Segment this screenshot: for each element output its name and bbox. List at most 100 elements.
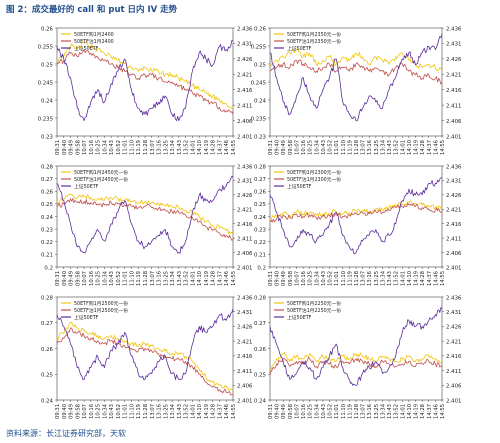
- x-tick-label: 11:28: [143, 404, 149, 419]
- x-tick-label: 10:25: [308, 271, 314, 286]
- y-left-tick-label: 0.25: [41, 202, 53, 208]
- y-left-tick-label: 0.26: [41, 347, 54, 353]
- x-tick-label: 09:49: [281, 140, 287, 155]
- x-tick-label: 10:34: [102, 139, 108, 155]
- x-tick-label: 09:31: [268, 404, 274, 419]
- y-right-tick-label: 2.436: [237, 164, 253, 170]
- x-tick-label: 14:28: [211, 404, 217, 419]
- x-tick-label: 14:01: [190, 271, 196, 286]
- x-tick-label: 14:19: [414, 404, 420, 419]
- x-tick-label: 11:28: [354, 404, 360, 419]
- chart-panel: 0.24 0.25 0.26 0.27 0.28 2.401 2.406 2.411 2.416…: [41, 295, 253, 419]
- x-tick-label: 13:07: [361, 140, 367, 155]
- x-tick-label: 14:19: [414, 271, 420, 286]
- x-tick-label: 10:25: [96, 404, 102, 419]
- x-tick-label: 09:31: [55, 140, 61, 155]
- y-left-tick-label: 0.24: [254, 398, 267, 404]
- x-tick-label: 13:34: [380, 270, 386, 286]
- y-right-tick-label: 2.421: [237, 208, 252, 214]
- y-right-tick-label: 2.401: [446, 398, 461, 404]
- x-tick-label: 09:49: [69, 271, 75, 286]
- legend-label: 50ETF沽1月2450元一份: [74, 176, 128, 183]
- y-right-tick-label: 2.401: [237, 398, 252, 404]
- y-left-tick-label: 0.28: [254, 295, 267, 301]
- chart-panel: 0.2 0.21 0.22 0.23 0.24 0.25 0.26 0.27 0.28 2.401…: [41, 164, 253, 286]
- y-right-tick-label: 2.421: [237, 339, 252, 345]
- x-tick-label: 11:10: [341, 271, 347, 286]
- x-tick-label: 09:49: [69, 140, 75, 155]
- y-right-tick-label: 2.406: [237, 251, 253, 257]
- x-tick-label: 14:55: [231, 140, 237, 155]
- x-tick-label: 11:19: [136, 404, 142, 419]
- y-left-tick-label: 0.25: [41, 62, 53, 68]
- x-tick-label: 13:52: [394, 271, 400, 286]
- series-line: [56, 49, 234, 115]
- legend-label: 上证50ETF: [287, 45, 312, 52]
- x-tick-label: 09:31: [268, 140, 274, 155]
- x-tick-label: 13:52: [394, 140, 400, 155]
- y-right-tick-label: 2.401: [237, 134, 252, 140]
- x-tick-label: 13:43: [177, 404, 183, 419]
- x-tick-label: 13:16: [157, 271, 163, 286]
- x-tick-label: 09:31: [268, 271, 274, 286]
- y-left-tick-label: 0.235: [38, 116, 53, 122]
- x-tick-label: 11:01: [123, 140, 129, 155]
- y-right-tick-label: 2.426: [237, 193, 253, 199]
- x-tick-label: 14:37: [427, 271, 433, 286]
- series-line: [56, 308, 234, 381]
- chart-panel: 0.23 0.235 0.24 0.245 0.25 0.255 0.26 2.401 2.40…: [251, 26, 462, 155]
- x-tick-label: 13:16: [367, 140, 373, 155]
- x-tick-label: 14:10: [197, 271, 203, 286]
- x-tick-label: 09:49: [281, 271, 287, 286]
- x-tick-label: 13:52: [184, 271, 190, 286]
- x-tick-label: 14:28: [211, 271, 217, 286]
- legend-label: 上证50ETF: [74, 45, 99, 52]
- x-tick-label: 10:34: [102, 270, 108, 286]
- x-tick-label: 10:07: [82, 140, 88, 155]
- y-left-tick-label: 0.2: [44, 265, 53, 271]
- figure-source: 资料来源：长江证券研究部，天软: [6, 429, 126, 438]
- x-tick-label: 09:31: [55, 404, 61, 419]
- x-tick-label: 14:46: [224, 271, 230, 286]
- x-tick-label: 14:10: [407, 140, 413, 155]
- x-tick-label: 10:34: [102, 403, 108, 419]
- x-tick-label: 13:52: [184, 404, 190, 419]
- x-tick-label: 11:01: [334, 140, 340, 155]
- chart-panel: 0.24 0.25 0.26 0.27 0.28 2.401 2.406 2.411 2.416…: [254, 295, 462, 419]
- y-left-tick-label: 0.28: [41, 164, 54, 170]
- figure-title: 图 2：成交最好的 call 和 put 日内 IV 走势: [6, 5, 178, 15]
- x-tick-label: 13:52: [394, 404, 400, 419]
- series-line: [269, 202, 443, 223]
- x-tick-label: 09:49: [281, 404, 287, 419]
- y-right-tick-label: 2.431: [446, 42, 461, 48]
- series-line: [269, 177, 443, 255]
- x-tick-label: 10:52: [328, 271, 334, 286]
- x-tick-label: 14:37: [217, 271, 223, 286]
- x-tick-label: 13:34: [170, 403, 176, 419]
- y-left-tick-label: 0.22: [254, 240, 266, 246]
- x-tick-label: 09:58: [75, 404, 81, 419]
- y-right-tick-label: 2.411: [237, 103, 252, 109]
- x-tick-label: 13:43: [177, 271, 183, 286]
- y-left-tick-label: 0.24: [254, 215, 267, 221]
- x-tick-label: 11:19: [347, 140, 353, 155]
- x-tick-label: 10:43: [109, 271, 115, 286]
- x-tick-label: 13:16: [157, 404, 163, 419]
- legend-label: 50ETF购1月2500元一份: [74, 300, 128, 307]
- x-tick-label: 14:10: [197, 140, 203, 155]
- y-right-tick-label: 2.406: [446, 119, 462, 125]
- y-right-tick-label: 2.436: [446, 26, 462, 32]
- x-tick-label: 11:19: [347, 404, 353, 419]
- x-tick-label: 13:34: [170, 139, 176, 155]
- x-tick-label: 11:19: [347, 271, 353, 286]
- x-tick-label: 10:07: [294, 404, 300, 419]
- x-tick-label: 14:01: [190, 140, 196, 155]
- y-right-tick-label: 2.411: [237, 236, 252, 242]
- x-tick-label: 10:43: [321, 140, 327, 155]
- y-left-tick-label: 0.26: [254, 347, 267, 353]
- x-tick-label: 09:40: [62, 271, 68, 286]
- x-tick-label: 11:01: [123, 404, 129, 419]
- x-tick-label: 14:37: [427, 140, 433, 155]
- y-left-tick-label: 0.23: [254, 134, 266, 140]
- x-tick-label: 14:37: [217, 140, 223, 155]
